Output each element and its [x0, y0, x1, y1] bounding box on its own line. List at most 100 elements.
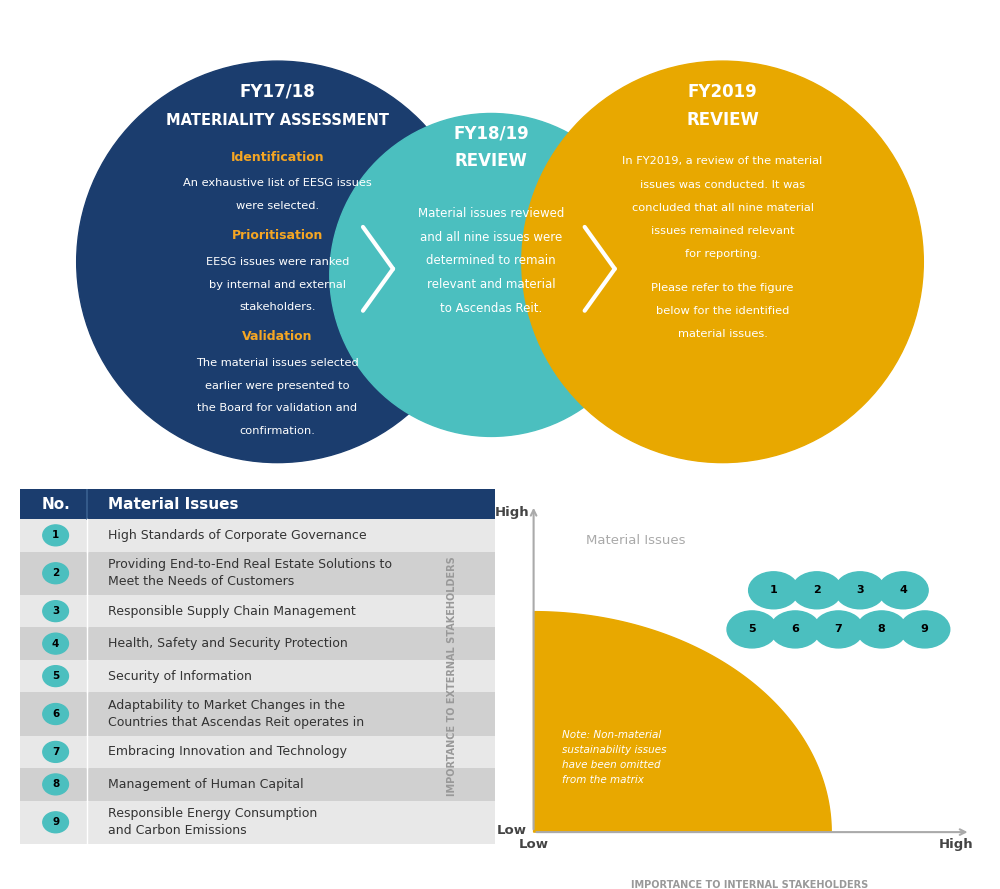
Text: No.: No. — [41, 497, 70, 511]
Bar — [20, 660, 495, 693]
Circle shape — [43, 525, 68, 546]
Circle shape — [330, 114, 653, 436]
Text: 2: 2 — [813, 585, 821, 596]
Text: High Standards of Corporate Governance: High Standards of Corporate Governance — [108, 529, 366, 542]
Text: 3: 3 — [856, 585, 864, 596]
Text: FY18/19: FY18/19 — [453, 124, 529, 142]
Text: 1: 1 — [770, 585, 777, 596]
Text: High: High — [939, 838, 973, 851]
Circle shape — [813, 611, 863, 648]
Circle shape — [522, 61, 923, 462]
Text: the Board for validation and: the Board for validation and — [197, 404, 357, 413]
Text: 2: 2 — [52, 568, 59, 578]
Text: Material issues reviewed: Material issues reviewed — [418, 207, 564, 220]
Circle shape — [43, 812, 68, 833]
Text: Meet the Needs of Customers: Meet the Needs of Customers — [108, 575, 294, 589]
Text: issues was conducted. It was: issues was conducted. It was — [640, 180, 805, 189]
Text: 3: 3 — [52, 606, 59, 616]
Text: 6: 6 — [791, 624, 799, 635]
Circle shape — [749, 572, 799, 609]
Text: 9: 9 — [921, 624, 929, 635]
Text: for reporting.: for reporting. — [685, 249, 761, 259]
Text: In FY2019, a review of the material: In FY2019, a review of the material — [622, 156, 823, 166]
Circle shape — [43, 633, 68, 654]
Text: to Ascendas Reit.: to Ascendas Reit. — [440, 301, 542, 315]
Text: Low: Low — [519, 838, 549, 851]
Text: confirmation.: confirmation. — [239, 426, 315, 436]
Text: High: High — [495, 506, 529, 518]
Circle shape — [792, 572, 842, 609]
Text: IMPORTANCE TO EXTERNAL STAKEHOLDERS: IMPORTANCE TO EXTERNAL STAKEHOLDERS — [447, 556, 457, 796]
Text: An exhaustive list of EESG issues: An exhaustive list of EESG issues — [183, 179, 372, 188]
Text: Low: Low — [497, 824, 527, 837]
Text: 7: 7 — [52, 747, 59, 757]
Text: Providing End-to-End Real Estate Solutions to: Providing End-to-End Real Estate Solutio… — [108, 558, 392, 572]
Bar — [20, 519, 495, 551]
Text: Material Issues: Material Issues — [108, 497, 238, 511]
Bar — [20, 768, 495, 801]
Text: and Carbon Emissions: and Carbon Emissions — [108, 824, 246, 837]
Polygon shape — [534, 612, 831, 832]
Text: 6: 6 — [52, 709, 59, 719]
Circle shape — [43, 774, 68, 795]
Text: MATERIALITY ASSESSMENT: MATERIALITY ASSESSMENT — [166, 113, 389, 128]
Text: concluded that all nine material: concluded that all nine material — [632, 203, 814, 212]
Text: 1: 1 — [52, 531, 59, 541]
Text: by internal and external: by internal and external — [209, 279, 346, 290]
Bar — [20, 736, 495, 768]
Text: FY2019: FY2019 — [688, 83, 757, 100]
Text: 4: 4 — [899, 585, 907, 596]
Text: determined to remain: determined to remain — [426, 254, 556, 268]
Text: were selected.: were selected. — [236, 201, 319, 211]
Bar — [20, 551, 495, 595]
Circle shape — [857, 611, 907, 648]
Bar — [20, 489, 495, 519]
Text: issues remained relevant: issues remained relevant — [651, 226, 794, 236]
Text: 7: 7 — [835, 624, 842, 635]
Text: stakeholders.: stakeholders. — [239, 302, 316, 312]
Circle shape — [43, 741, 68, 763]
Text: 5: 5 — [52, 671, 59, 681]
Text: 8: 8 — [878, 624, 885, 635]
Circle shape — [835, 572, 885, 609]
Text: 9: 9 — [52, 817, 59, 828]
Text: Embracing Innovation and Technology: Embracing Innovation and Technology — [108, 745, 347, 758]
Circle shape — [900, 611, 950, 648]
Text: and all nine issues were: and all nine issues were — [420, 231, 562, 244]
Text: Identification: Identification — [231, 150, 324, 164]
Circle shape — [43, 703, 68, 725]
Text: 8: 8 — [52, 780, 59, 789]
Text: relevant and material: relevant and material — [427, 278, 556, 291]
Text: Please refer to the figure: Please refer to the figure — [651, 283, 794, 292]
Text: 4: 4 — [52, 638, 59, 649]
Circle shape — [770, 611, 820, 648]
Text: material issues.: material issues. — [678, 329, 768, 339]
Text: Material Issues: Material Issues — [586, 534, 686, 547]
Circle shape — [43, 601, 68, 621]
Circle shape — [43, 666, 68, 686]
Text: below for the identified: below for the identified — [656, 306, 789, 316]
Text: Security of Information: Security of Information — [108, 669, 252, 683]
Text: IMPORTANCE TO INTERNAL STAKEHOLDERS: IMPORTANCE TO INTERNAL STAKEHOLDERS — [631, 880, 868, 889]
Text: The material issues selected: The material issues selected — [196, 358, 359, 368]
Circle shape — [77, 61, 478, 462]
Text: earlier were presented to: earlier were presented to — [205, 380, 350, 391]
Bar — [20, 693, 495, 736]
Text: Responsible Energy Consumption: Responsible Energy Consumption — [108, 807, 317, 821]
Text: EESG issues were ranked: EESG issues were ranked — [206, 257, 349, 267]
Text: FY17/18: FY17/18 — [240, 83, 315, 100]
Circle shape — [878, 572, 928, 609]
Text: Health, Safety and Security Protection: Health, Safety and Security Protection — [108, 637, 348, 650]
Text: REVIEW: REVIEW — [455, 153, 528, 171]
Text: Management of Human Capital: Management of Human Capital — [108, 778, 304, 791]
Bar — [20, 595, 495, 628]
Circle shape — [727, 611, 777, 648]
Bar — [20, 628, 495, 660]
Text: 5: 5 — [748, 624, 756, 635]
Circle shape — [43, 563, 68, 584]
Text: Adaptability to Market Changes in the: Adaptability to Market Changes in the — [108, 699, 345, 712]
Text: Countries that Ascendas Reit operates in: Countries that Ascendas Reit operates in — [108, 716, 364, 729]
Text: Prioritisation: Prioritisation — [232, 229, 323, 242]
Bar — [20, 801, 495, 844]
Text: REVIEW: REVIEW — [686, 111, 759, 130]
